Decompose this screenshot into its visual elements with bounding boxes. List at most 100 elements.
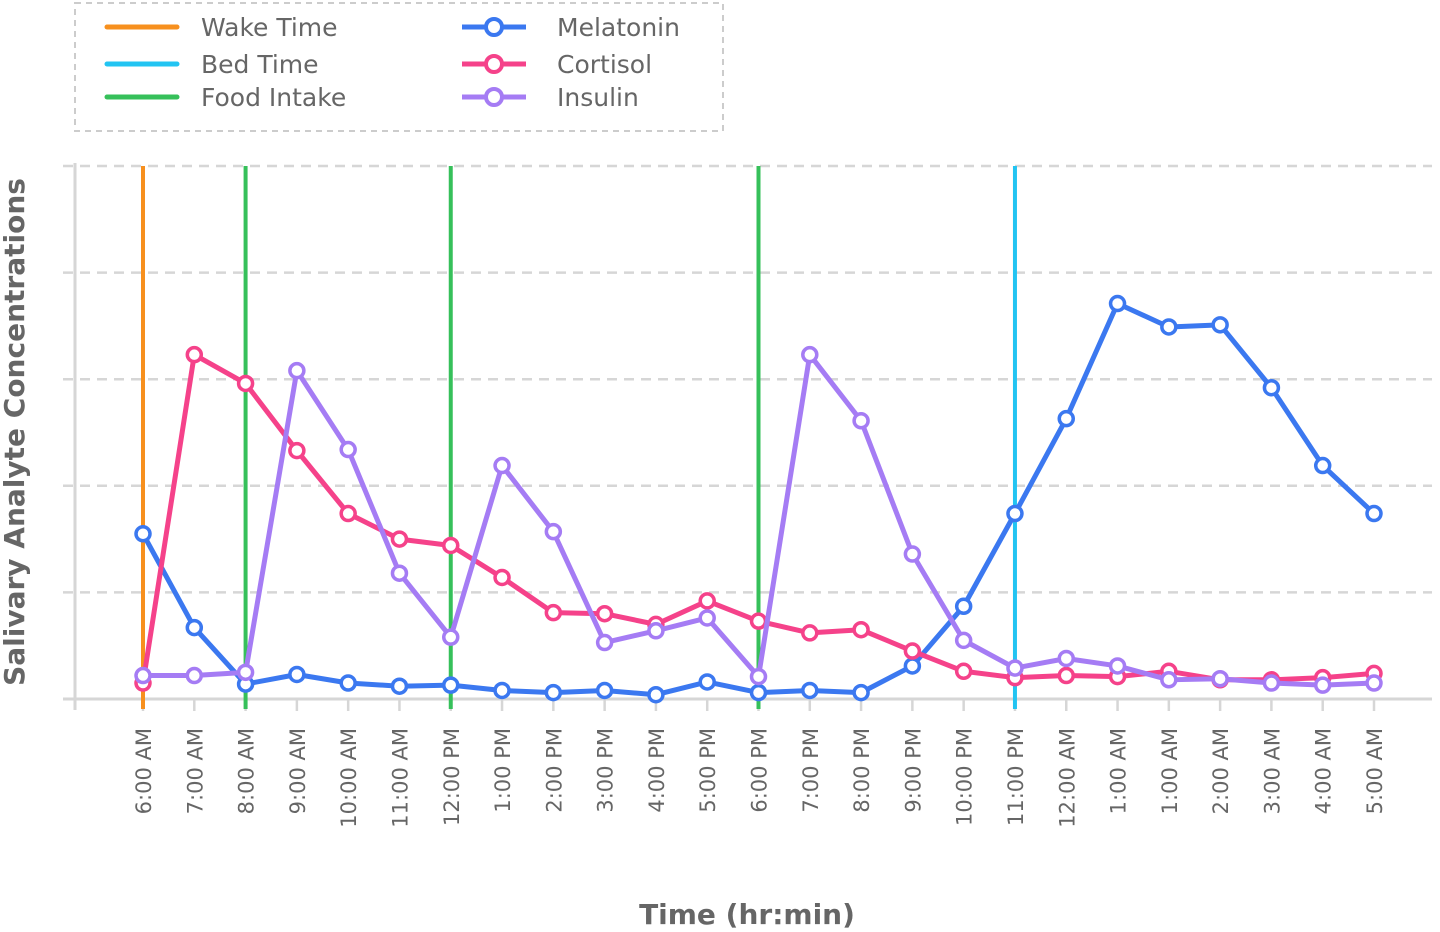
data-point-melatonin: [185, 618, 204, 637]
data-point-cortisol: [339, 504, 357, 523]
legend-box: [74, 2, 724, 132]
legend-marker-cortisol: [484, 54, 504, 74]
x-tick-label: 6:00 AM: [132, 728, 156, 814]
x-tick-label: 7:00 AM: [183, 728, 207, 814]
x-tick-label: 5:00 AM: [1363, 728, 1387, 814]
data-point-melatonin: [1365, 504, 1383, 523]
data-point-cortisol: [749, 612, 768, 630]
x-tick-label: 10:00 AM: [337, 728, 361, 828]
data-point-insulin: [595, 633, 614, 652]
data-point-cortisol: [442, 536, 460, 555]
data-point-cortisol: [1057, 666, 1075, 685]
legend-label: Wake Time: [201, 13, 338, 42]
legend-marker-melatonin: [484, 17, 504, 37]
data-point-melatonin: [1057, 409, 1075, 428]
data-point-insulin: [698, 609, 716, 627]
data-point-insulin: [1160, 671, 1178, 689]
legend-marker-insulin: [484, 87, 504, 107]
data-point-melatonin: [903, 657, 922, 675]
data-point-insulin: [185, 666, 204, 685]
x-tick-label: 5:00 PM: [696, 728, 720, 813]
x-tick-label: 3:00 AM: [1260, 728, 1284, 814]
x-tick-label: 4:00 PM: [645, 728, 669, 813]
x-tick-label: 9:00 AM: [286, 728, 310, 814]
data-point-insulin: [1006, 659, 1024, 677]
legend-label: Food Intake: [201, 83, 346, 112]
data-point-insulin: [236, 663, 255, 682]
data-point-insulin: [647, 622, 665, 640]
x-tick-label: 8:00 PM: [850, 728, 874, 813]
data-point-melatonin: [1313, 456, 1332, 475]
legend-label: Bed Time: [201, 50, 319, 79]
data-point-cortisol: [493, 568, 511, 587]
data-point-insulin: [903, 545, 922, 563]
data-point-insulin: [134, 666, 152, 685]
x-tick-label: 1:00 AM: [1158, 728, 1182, 814]
x-tick-label: 11:00 PM: [1004, 728, 1028, 826]
data-point-melatonin: [442, 676, 460, 694]
data-point-melatonin: [852, 683, 870, 702]
data-point-insulin: [339, 440, 357, 459]
data-point-insulin: [544, 522, 563, 541]
series-melatonin: [134, 294, 1383, 704]
data-point-cortisol: [903, 642, 922, 660]
data-point-melatonin: [493, 681, 511, 700]
x-tick-label: 6:00 PM: [748, 728, 772, 813]
x-tick-label: 1:00 PM: [491, 728, 515, 813]
data-point-melatonin: [1160, 318, 1178, 336]
x-tick-label: 8:00 AM: [235, 728, 259, 814]
data-point-insulin: [1313, 676, 1332, 694]
data-point-melatonin: [647, 685, 665, 704]
data-point-cortisol: [698, 592, 716, 610]
x-tick-label: 12:00 PM: [440, 728, 464, 826]
data-point-cortisol: [801, 624, 819, 642]
x-tick-label: 2:00 PM: [542, 728, 566, 813]
data-point-insulin: [1262, 674, 1281, 692]
data-point-insulin: [1211, 669, 1229, 688]
data-point-melatonin: [698, 673, 716, 691]
x-tick-label: 4:00 AM: [1312, 728, 1336, 814]
data-point-cortisol: [236, 374, 255, 393]
legend-label: Insulin: [557, 83, 639, 112]
y-axis-title: Salivary Analyte Concentrations: [0, 178, 31, 686]
data-point-melatonin: [390, 677, 409, 695]
data-point-insulin: [390, 564, 409, 582]
data-point-cortisol: [390, 530, 409, 548]
legend-label: Cortisol: [557, 50, 652, 79]
data-point-melatonin: [134, 525, 152, 543]
x-tick-label: 12:00 AM: [1055, 728, 1079, 828]
data-point-cortisol: [185, 345, 204, 364]
data-point-melatonin: [801, 681, 819, 700]
data-point-melatonin: [954, 597, 973, 616]
x-tick-labels: 6:00 AM 7:00 AM 8:00 AM 9:00 AM 10:00 AM 11:0…: [132, 728, 1387, 828]
x-tick-label: 11:00 AM: [388, 728, 412, 828]
data-point-insulin: [1108, 657, 1127, 675]
data-point-melatonin: [1006, 504, 1024, 523]
x-tick-label: 10:00 PM: [953, 728, 977, 826]
x-tick-label: 7:00 PM: [799, 728, 823, 813]
series-lines: [134, 294, 1383, 704]
data-point-cortisol: [544, 603, 563, 622]
data-point-insulin: [801, 345, 819, 364]
x-tick-label: 3:00 PM: [594, 728, 618, 813]
x-tick-label: 1:00 AM: [1107, 728, 1131, 814]
legend-label: Melatonin: [557, 13, 680, 42]
data-point-cortisol: [954, 662, 973, 681]
data-point-melatonin: [544, 683, 563, 702]
data-point-melatonin: [339, 674, 357, 692]
legend: Wake Time Bed Time Food Intake Melatonin Cor…: [74, 2, 724, 132]
data-point-insulin: [442, 628, 460, 646]
data-point-insulin: [852, 412, 870, 430]
data-point-insulin: [493, 456, 511, 475]
x-tick-label: 9:00 PM: [901, 728, 925, 813]
data-point-melatonin: [288, 665, 306, 684]
event-markers: [141, 166, 1017, 709]
gridlines: [63, 164, 1432, 594]
data-point-melatonin: [1108, 294, 1127, 313]
data-point-insulin: [288, 361, 306, 380]
data-point-melatonin: [1211, 316, 1229, 334]
data-point-melatonin: [595, 681, 614, 700]
data-point-cortisol: [595, 604, 614, 623]
data-point-cortisol: [852, 620, 870, 639]
data-point-melatonin: [1262, 378, 1281, 397]
